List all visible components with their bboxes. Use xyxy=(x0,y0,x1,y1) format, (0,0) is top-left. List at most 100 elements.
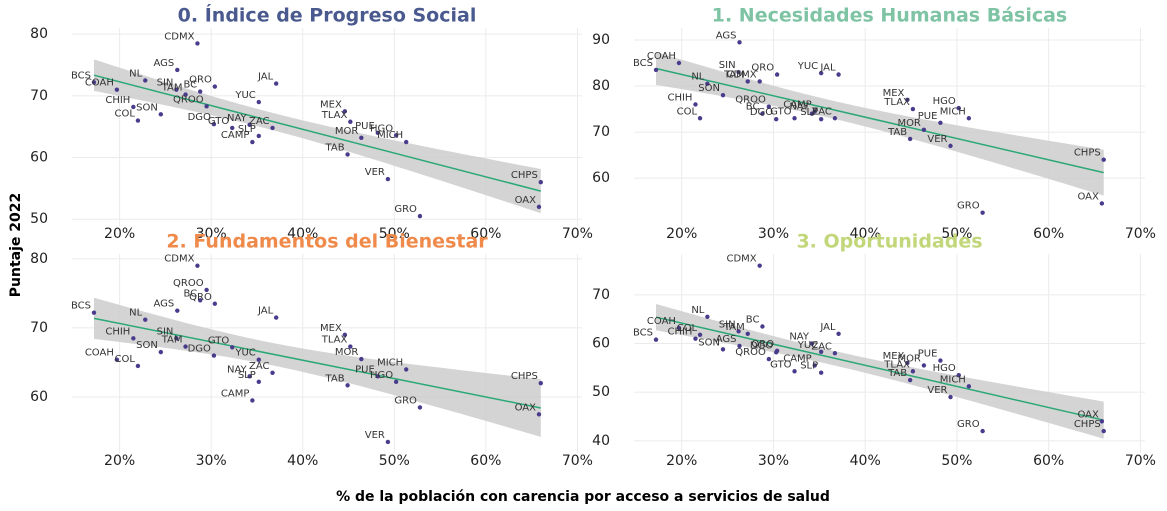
point xyxy=(135,363,141,369)
point xyxy=(745,79,750,84)
point-label: HGO xyxy=(933,96,956,107)
trend-line xyxy=(93,317,541,409)
point-label: SIN xyxy=(157,326,174,337)
point-label: SLP xyxy=(238,370,256,381)
point-label: OAX xyxy=(515,195,537,206)
point-label: TLAX xyxy=(321,335,348,346)
point-label: MICH xyxy=(377,130,403,141)
point-label: VER xyxy=(365,167,385,178)
point-label: TAM xyxy=(161,335,183,346)
point-label: NAY xyxy=(227,113,248,124)
point-label: SIN xyxy=(719,60,736,71)
y-tick-label: 70 xyxy=(30,88,48,104)
point xyxy=(174,336,179,341)
point xyxy=(375,374,381,379)
point-label: COAH xyxy=(647,51,676,62)
point xyxy=(720,347,726,352)
point xyxy=(737,343,742,349)
point-label: QRO xyxy=(189,75,212,86)
point-label: CAMP xyxy=(221,388,249,399)
point xyxy=(693,336,698,341)
y-tick-label: 50 xyxy=(592,384,610,400)
x-tick-label: 20% xyxy=(666,453,697,469)
point xyxy=(836,72,841,77)
point-label: CAMP xyxy=(221,130,249,141)
point-label: TAB xyxy=(325,373,345,384)
point-label: YUC xyxy=(797,61,818,72)
point-label: DGO xyxy=(188,344,211,355)
point-label: MICH xyxy=(940,374,966,385)
point xyxy=(404,139,409,145)
point xyxy=(693,102,698,107)
point-label: OAX xyxy=(515,402,537,413)
point-label: CDMX xyxy=(727,254,757,265)
point xyxy=(536,412,542,417)
x-tick-label: 20% xyxy=(104,226,135,242)
point-label: SON xyxy=(698,83,720,94)
point xyxy=(131,104,136,110)
point-label: OAX xyxy=(1077,191,1099,202)
point-label: SIN xyxy=(157,78,174,89)
point xyxy=(653,337,659,342)
point xyxy=(536,204,542,210)
point xyxy=(417,213,423,219)
point-label: YUC xyxy=(234,348,255,359)
point-label: VER xyxy=(927,134,947,145)
point-label: AGS xyxy=(716,334,737,345)
point xyxy=(359,135,364,140)
point xyxy=(766,356,772,362)
x-tick-label: 70% xyxy=(562,226,593,242)
point-label: CHPS xyxy=(511,371,538,382)
point-label: BCS xyxy=(633,328,653,339)
point xyxy=(737,40,742,45)
point-label: TAB xyxy=(887,127,907,138)
point xyxy=(907,136,913,142)
point xyxy=(212,84,218,89)
point xyxy=(273,315,279,320)
point-label: PUE xyxy=(355,364,375,375)
point-label: QROO xyxy=(735,95,766,106)
point xyxy=(359,356,364,362)
y-tick-label: 60 xyxy=(30,389,48,405)
point-label: ZAC xyxy=(249,361,270,372)
point xyxy=(812,109,817,114)
point-label: COL xyxy=(677,106,698,117)
point-label: ZAC xyxy=(811,106,832,117)
point-label: DGO xyxy=(188,112,211,123)
x-axis-label: % de la población con carencia por acces… xyxy=(336,489,830,505)
point xyxy=(230,345,235,350)
point xyxy=(812,363,817,368)
point xyxy=(905,97,910,103)
point xyxy=(910,369,916,374)
point-label: TAM xyxy=(161,83,183,94)
point-label: MEX xyxy=(320,323,342,334)
point xyxy=(1099,201,1105,206)
point xyxy=(230,125,235,131)
point-label: ZAC xyxy=(811,341,832,352)
point xyxy=(197,89,203,94)
point-label: DGO xyxy=(750,107,773,118)
point xyxy=(256,357,261,362)
y-tick-label: 80 xyxy=(30,26,48,42)
x-tick-label: 40% xyxy=(850,226,881,242)
point-label: VER xyxy=(927,385,947,396)
point-label: TLAX xyxy=(883,359,910,370)
point xyxy=(921,363,927,368)
point-label: AGS xyxy=(154,299,175,310)
point xyxy=(538,381,543,386)
x-tick-label: 30% xyxy=(758,226,789,242)
point xyxy=(705,81,710,86)
point xyxy=(538,180,543,185)
y-tick-label: 80 xyxy=(30,251,48,267)
point xyxy=(256,99,261,105)
point-label: NL xyxy=(691,305,704,316)
point xyxy=(393,133,399,138)
point xyxy=(273,81,279,86)
point xyxy=(907,377,913,383)
y-tick-label: 70 xyxy=(30,320,48,336)
point-label: MOR xyxy=(897,118,920,129)
panel-title: 1. Necesidades Humanas Básicas xyxy=(712,5,1067,27)
point-label: SLP xyxy=(800,107,818,118)
point xyxy=(404,367,409,372)
x-tick-label: 40% xyxy=(287,453,318,469)
